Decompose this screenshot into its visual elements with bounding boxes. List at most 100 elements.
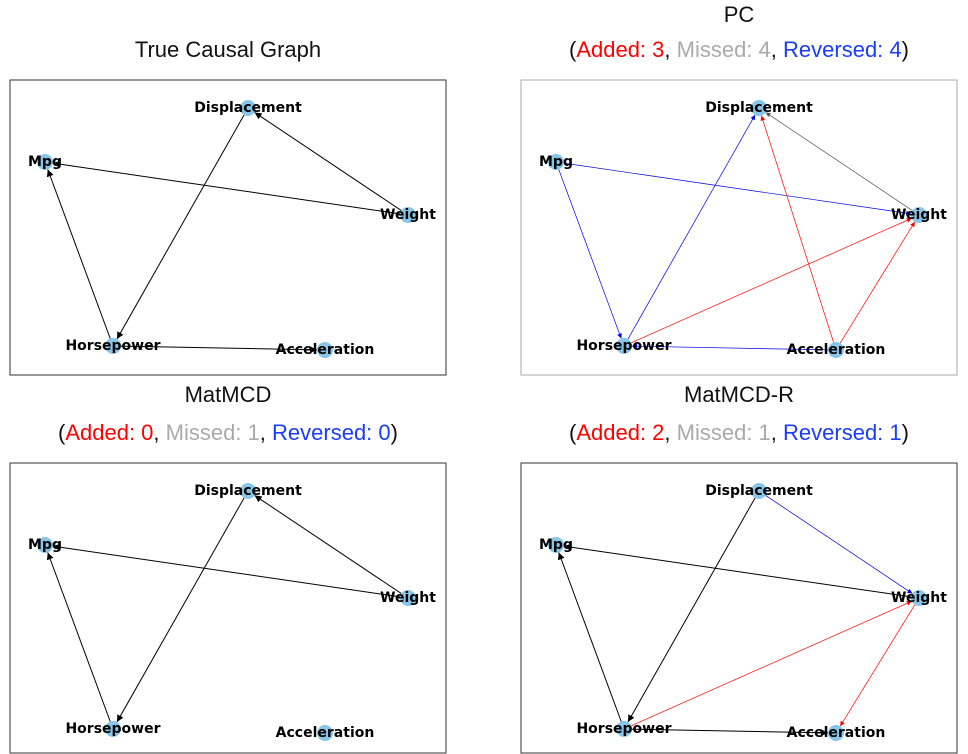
edge bbox=[765, 112, 913, 211]
node bbox=[37, 537, 53, 553]
panel-subtitle: (Added: 0, Missed: 1, Reversed: 0) bbox=[58, 420, 398, 445]
node-label: Weight bbox=[891, 207, 947, 223]
edge bbox=[760, 115, 834, 343]
subtitle-part: ( bbox=[58, 420, 66, 445]
graph-box bbox=[520, 79, 958, 376]
subtitle-part: Reversed: 4 bbox=[783, 37, 902, 62]
subtitle-part: Added: 3 bbox=[576, 37, 664, 62]
edge bbox=[631, 728, 829, 737]
node bbox=[751, 483, 767, 499]
node-label: Mpg bbox=[28, 154, 62, 170]
node bbox=[616, 721, 632, 737]
edge bbox=[631, 343, 829, 351]
edge bbox=[563, 162, 912, 216]
edge bbox=[52, 543, 401, 598]
edge bbox=[254, 112, 402, 211]
node-label: Acceleration bbox=[787, 725, 886, 741]
node-label: Displacement bbox=[194, 483, 302, 499]
edge bbox=[631, 600, 912, 727]
edge bbox=[839, 221, 916, 344]
subtitle-part: Missed: 1 bbox=[166, 420, 260, 445]
subtitle-part: , bbox=[664, 37, 676, 62]
edge bbox=[116, 497, 245, 723]
node-label: Horsepower bbox=[65, 338, 160, 354]
subtitle-part: ) bbox=[902, 37, 909, 62]
node bbox=[828, 725, 844, 741]
edge bbox=[627, 114, 756, 340]
node bbox=[317, 725, 333, 741]
subtitle-part: , bbox=[260, 420, 272, 445]
node-label: Displacement bbox=[705, 100, 813, 116]
node bbox=[548, 154, 564, 170]
graph-box bbox=[9, 462, 447, 754]
node bbox=[828, 342, 844, 358]
edge bbox=[563, 543, 912, 598]
node bbox=[317, 342, 333, 358]
node bbox=[400, 590, 416, 606]
subtitle-part: ) bbox=[902, 420, 909, 445]
subtitle-part: ) bbox=[391, 420, 398, 445]
node bbox=[751, 100, 767, 116]
edge bbox=[765, 495, 913, 594]
subtitle-part: , bbox=[664, 420, 676, 445]
graph-box bbox=[9, 79, 447, 376]
graph-box bbox=[520, 462, 958, 754]
subtitle-part: ( bbox=[569, 37, 577, 62]
node bbox=[240, 100, 256, 116]
node-label: Displacement bbox=[705, 483, 813, 499]
node-label: Acceleration bbox=[276, 342, 375, 358]
node-label: Horsepower bbox=[576, 338, 671, 354]
subtitle-part: Added: 2 bbox=[576, 420, 664, 445]
panel: MatMCD (Added: 0, Missed: 1, Reversed: 0)… bbox=[9, 382, 447, 754]
node-label: Weight bbox=[891, 590, 947, 606]
node-label: Mpg bbox=[539, 154, 573, 170]
panel-title: MatMCD-R bbox=[684, 382, 794, 407]
subtitle-part: Reversed: 1 bbox=[783, 420, 902, 445]
node bbox=[548, 537, 564, 553]
node-label: Horsepower bbox=[576, 721, 671, 737]
node bbox=[911, 207, 927, 223]
node-label: Acceleration bbox=[787, 342, 886, 358]
node-label: Weight bbox=[380, 207, 436, 223]
edge bbox=[627, 497, 756, 723]
node bbox=[105, 721, 121, 737]
edge bbox=[52, 160, 401, 215]
node bbox=[105, 338, 121, 354]
subtitle-part: Missed: 1 bbox=[677, 420, 771, 445]
panel: MatMCD-R (Added: 2, Missed: 1, Reversed: … bbox=[520, 382, 958, 754]
subtitle-part: , bbox=[771, 37, 783, 62]
panel-title: PC bbox=[724, 2, 755, 27]
edge bbox=[254, 495, 402, 594]
edge bbox=[46, 169, 111, 339]
edge bbox=[839, 604, 916, 727]
node-label: Mpg bbox=[28, 537, 62, 553]
subtitle-part: , bbox=[771, 420, 783, 445]
subtitle-part: Missed: 4 bbox=[677, 37, 771, 62]
node-label: Mpg bbox=[539, 537, 573, 553]
edge bbox=[116, 114, 245, 340]
panel-subtitle: (Added: 3, Missed: 4, Reversed: 4) bbox=[569, 37, 909, 62]
node bbox=[240, 483, 256, 499]
node bbox=[400, 207, 416, 223]
subtitle-part: ( bbox=[569, 420, 577, 445]
edge bbox=[120, 345, 318, 354]
panel-title: MatMCD bbox=[185, 382, 272, 407]
subtitle-part: Reversed: 0 bbox=[272, 420, 391, 445]
node-label: Weight bbox=[380, 590, 436, 606]
edge bbox=[557, 552, 622, 722]
node-label: Acceleration bbox=[276, 725, 375, 741]
node-label: Horsepower bbox=[65, 721, 160, 737]
edge bbox=[46, 552, 111, 722]
panel-title: True Causal Graph bbox=[135, 37, 321, 62]
subtitle-part: Added: 0 bbox=[65, 420, 153, 445]
subtitle-part: , bbox=[153, 420, 165, 445]
node bbox=[616, 338, 632, 354]
edge bbox=[631, 217, 912, 344]
node bbox=[37, 154, 53, 170]
node bbox=[911, 590, 927, 606]
panel: PC (Added: 3, Missed: 4, Reversed: 4) Disp… bbox=[520, 2, 958, 376]
panel-subtitle: (Added: 2, Missed: 1, Reversed: 1) bbox=[569, 420, 909, 445]
node-label: Displacement bbox=[194, 100, 302, 116]
